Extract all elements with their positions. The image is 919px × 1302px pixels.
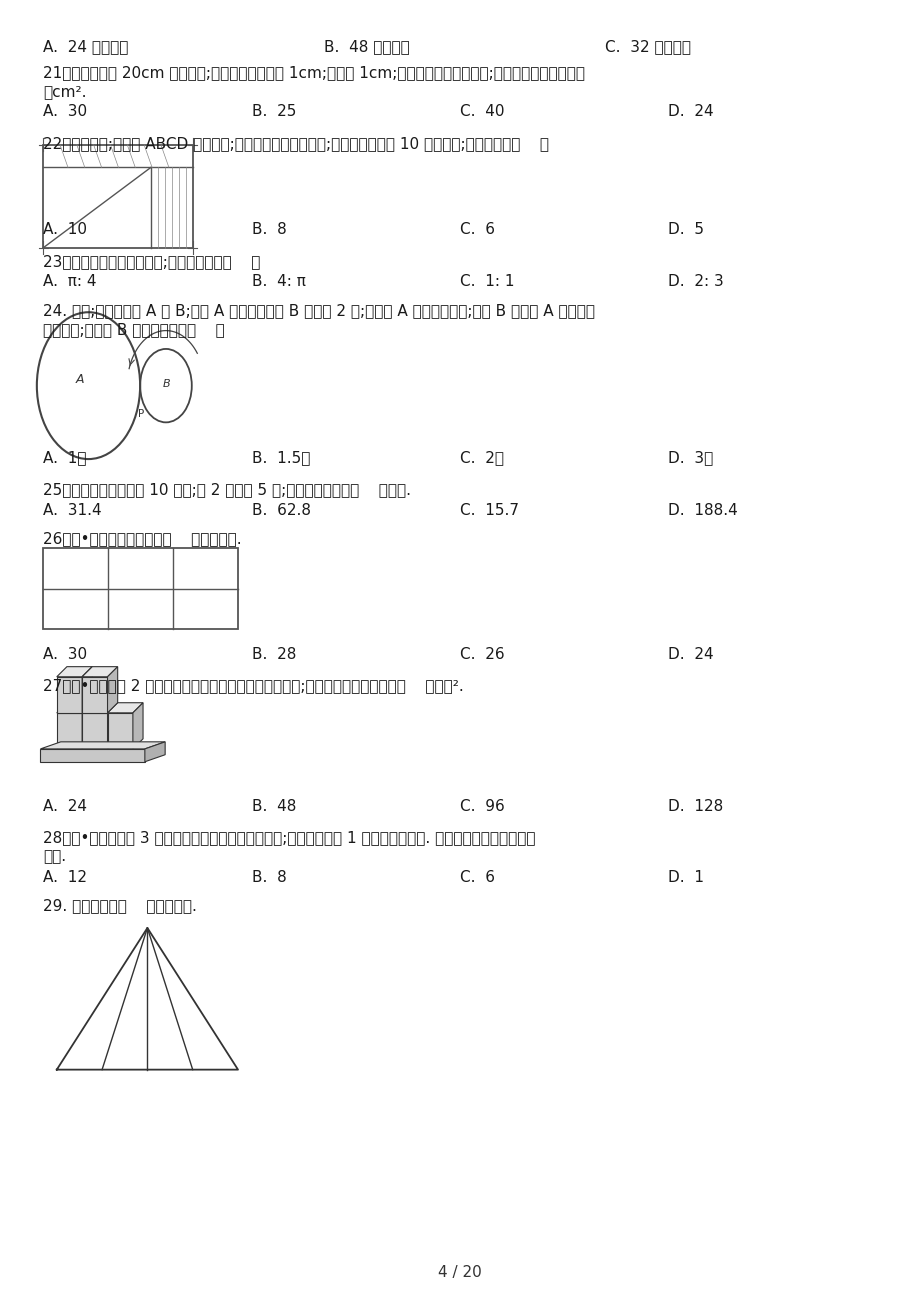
Text: A.  24: A. 24: [43, 799, 87, 814]
Text: D.  3圈: D. 3圈: [668, 450, 713, 465]
Text: 22．如图所示;四边形 ABCD 是长方形;图中甲、乙也是长方形;已知甲的面积是 10 平方厘米;乙的面积是（    ）: 22．如图所示;四边形 ABCD 是长方形;图中甲、乙也是长方形;已知甲的面积是…: [43, 135, 549, 151]
Text: A.  1圈: A. 1圈: [43, 450, 86, 465]
Text: 21．一个周长为 20cm 的长方形;如果把它的长减少 1cm;宽增加 1cm;那么它变成一个正方形;则原长方形的面积是（: 21．一个周长为 20cm 的长方形;如果把它的长减少 1cm;宽增加 1cm;…: [43, 65, 584, 79]
Text: ）cm².: ）cm².: [43, 85, 86, 99]
Polygon shape: [57, 667, 92, 677]
Text: D.  128: D. 128: [668, 799, 723, 814]
Text: D.  188.4: D. 188.4: [668, 503, 737, 518]
Polygon shape: [57, 712, 82, 749]
Text: 4 / 20: 4 / 20: [437, 1264, 482, 1280]
Polygon shape: [108, 712, 132, 749]
Polygon shape: [132, 703, 142, 749]
Text: A.  30: A. 30: [43, 647, 87, 663]
Polygon shape: [144, 742, 165, 762]
Text: P: P: [138, 409, 144, 419]
Text: B.  4: π: B. 4: π: [251, 273, 305, 289]
Polygon shape: [82, 677, 108, 712]
Polygon shape: [40, 749, 144, 762]
Text: C.  26: C. 26: [460, 647, 505, 663]
Text: D.  24: D. 24: [668, 647, 713, 663]
Text: B.  62.8: B. 62.8: [251, 503, 311, 518]
Text: C.  6: C. 6: [460, 223, 494, 237]
Text: C.  1: 1: C. 1: 1: [460, 273, 514, 289]
Text: C.  32 平方厘米: C. 32 平方厘米: [605, 39, 690, 55]
Text: A.  31.4: A. 31.4: [43, 503, 102, 518]
Polygon shape: [108, 703, 142, 712]
Text: C.  2圈: C. 2圈: [460, 450, 504, 465]
Text: ）个.: ）个.: [43, 849, 66, 865]
Text: 滚动一周;则硬币 B 自转的圈数是（    ）: 滚动一周;则硬币 B 自转的圈数是（ ）: [43, 323, 224, 337]
Polygon shape: [40, 742, 165, 749]
Text: A.  30: A. 30: [43, 104, 87, 118]
Text: 24. 如图;有两枚硬币 A 和 B;硬币 A 的半径是硬币 B 半径的 2 倍;将硬币 A 固定在桌面上;硬币 B 绕硬币 A 无滑动地: 24. 如图;有两枚硬币 A 和 B;硬币 A 的半径是硬币 B 半径的 2 倍…: [43, 303, 595, 318]
Text: 26．（•恩施州）图中共有（    ）个长方形.: 26．（•恩施州）图中共有（ ）个长方形.: [43, 531, 242, 547]
Text: A: A: [75, 372, 84, 385]
Text: A.  π: 4: A. π: 4: [43, 273, 96, 289]
Text: D.  24: D. 24: [668, 104, 713, 118]
Text: 23．周长相等的正方形和圆;其面积的比是（    ）: 23．周长相等的正方形和圆;其面积的比是（ ）: [43, 254, 260, 270]
Text: A.  12: A. 12: [43, 870, 87, 885]
Text: 27．（•）将棱长 2 厘米的小正方体按如图方式摆放在地上;露在外面的面的面积是（    ）厘米².: 27．（•）将棱长 2 厘米的小正方体按如图方式摆放在地上;露在外面的面的面积是…: [43, 678, 463, 693]
Text: C.  40: C. 40: [460, 104, 504, 118]
Text: B.  48 平方厘米: B. 48 平方厘米: [323, 39, 409, 55]
Polygon shape: [108, 703, 118, 749]
Text: B.  8: B. 8: [251, 223, 286, 237]
Text: D.  5: D. 5: [668, 223, 704, 237]
Text: 28．（•）一个棱长 3 分米的正方体的表面涂满了红色;将它切成棱长 1 分米的小正方体. 三面涂色的小正方体有（: 28．（•）一个棱长 3 分米的正方体的表面涂满了红色;将它切成棱长 1 分米的…: [43, 831, 535, 845]
Text: D.  2: 3: D. 2: 3: [668, 273, 723, 289]
Text: C.  6: C. 6: [460, 870, 494, 885]
Text: B.  8: B. 8: [251, 870, 286, 885]
Text: C.  15.7: C. 15.7: [460, 503, 518, 518]
Text: B.  25: B. 25: [251, 104, 296, 118]
Polygon shape: [82, 712, 108, 749]
Text: B: B: [163, 379, 171, 389]
Text: B.  48: B. 48: [251, 799, 296, 814]
Text: B.  1.5圈: B. 1.5圈: [251, 450, 310, 465]
Polygon shape: [57, 677, 82, 712]
Polygon shape: [82, 667, 92, 712]
Text: A.  24 平方厘米: A. 24 平方厘米: [43, 39, 129, 55]
Text: A.  10: A. 10: [43, 223, 87, 237]
Polygon shape: [57, 703, 92, 712]
Polygon shape: [108, 667, 118, 712]
Text: 29. 在图中共有（    ）个三角形.: 29. 在图中共有（ ）个三角形.: [43, 898, 197, 913]
Text: C.  96: C. 96: [460, 799, 505, 814]
Polygon shape: [82, 703, 118, 712]
Text: B.  28: B. 28: [251, 647, 296, 663]
Text: D.  1: D. 1: [668, 870, 704, 885]
Polygon shape: [82, 667, 118, 677]
Polygon shape: [82, 703, 92, 749]
Text: 25．一个钟表的分针长 10 厘米;从 2 时走到 5 时;分针针尖走过了（    ）厘米.: 25．一个钟表的分针长 10 厘米;从 2 时走到 5 时;分针针尖走过了（ ）…: [43, 482, 411, 497]
